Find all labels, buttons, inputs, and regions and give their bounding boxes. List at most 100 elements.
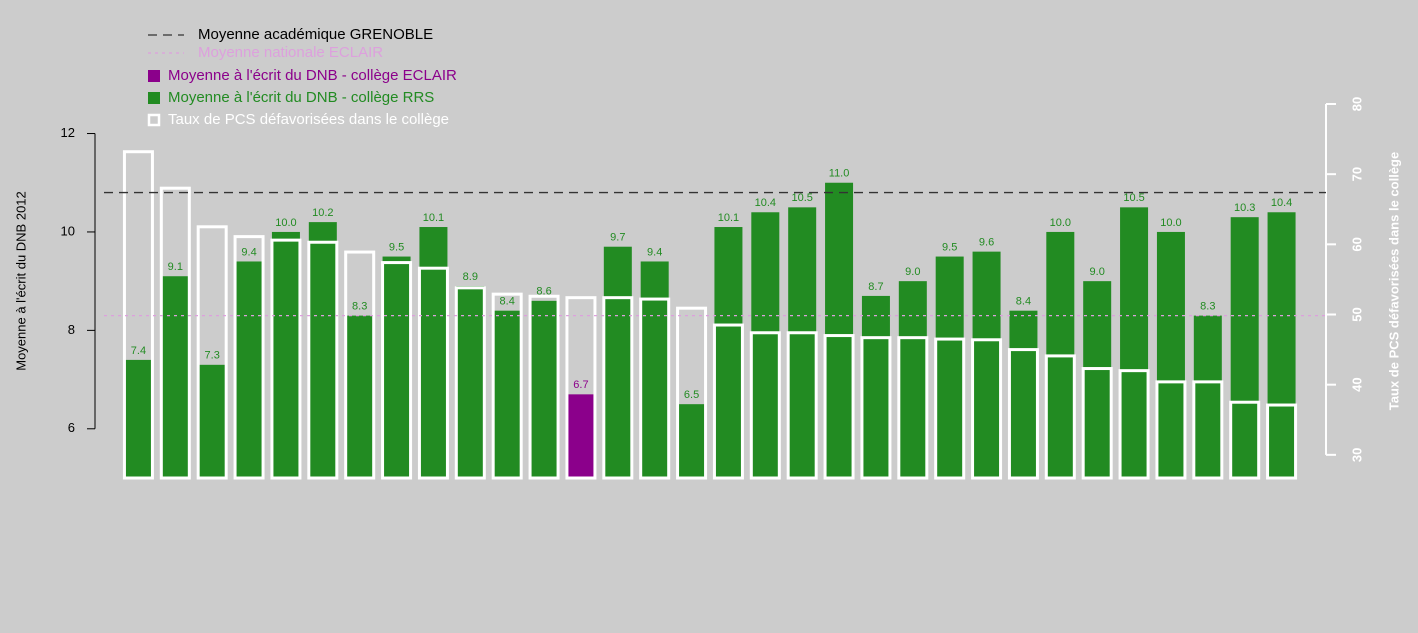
value-label: 8.6 — [536, 286, 551, 298]
pcs-bar — [602, 296, 634, 480]
pcs-bar — [1007, 348, 1039, 480]
pcs-bar — [344, 250, 376, 480]
legend-swatch — [148, 92, 160, 104]
bar — [1009, 310, 1038, 478]
value-label: 9.0 — [1090, 266, 1105, 278]
y2-tick-label: 70 — [1349, 167, 1364, 181]
bar — [714, 227, 743, 478]
pcs-bar — [196, 225, 228, 480]
value-label: 7.4 — [131, 345, 146, 357]
y2-tick-label: 40 — [1349, 377, 1364, 391]
value-label: 9.4 — [647, 246, 662, 258]
pcs-bar — [639, 297, 671, 480]
value-label: 10.2 — [312, 207, 333, 219]
y-tick-label: 12 — [61, 125, 75, 140]
value-label: 10.1 — [718, 212, 739, 224]
bar — [1193, 315, 1222, 478]
pcs-bar — [676, 306, 708, 480]
value-label: 7.3 — [205, 350, 220, 362]
y2-tick-label: 30 — [1349, 448, 1364, 462]
value-label: 9.4 — [241, 246, 256, 258]
bar — [271, 231, 300, 478]
bar — [235, 261, 264, 478]
bar — [345, 315, 374, 478]
bar — [1120, 207, 1149, 478]
bar — [161, 276, 190, 478]
bar — [751, 212, 780, 478]
bar — [493, 310, 522, 478]
pcs-bar — [1192, 380, 1224, 480]
bar — [382, 256, 411, 478]
pcs-bar — [307, 240, 339, 480]
pcs-bar — [454, 286, 486, 480]
value-label: 10.5 — [791, 192, 812, 204]
bar — [124, 359, 153, 478]
y2-tick-label: 60 — [1349, 237, 1364, 251]
pcs-bar — [381, 261, 413, 480]
pcs-bar — [749, 331, 781, 480]
legend-swatch — [148, 70, 160, 82]
pcs-bar — [712, 323, 744, 480]
value-label: 9.5 — [942, 241, 957, 253]
bar — [308, 222, 337, 478]
bar — [788, 207, 817, 478]
pcs-bar — [971, 338, 1003, 480]
pcs-bar — [897, 336, 929, 480]
legend-swatch — [147, 113, 161, 127]
value-label: 6.5 — [684, 389, 699, 401]
bar — [1267, 212, 1296, 478]
bar — [898, 281, 927, 478]
value-label: 10.0 — [1160, 217, 1181, 229]
bar — [1083, 281, 1112, 478]
value-label: 8.3 — [352, 301, 367, 313]
value-label: 9.1 — [168, 261, 183, 273]
value-label: 10.0 — [1050, 217, 1071, 229]
bar — [1156, 231, 1185, 478]
value-label: 6.7 — [573, 379, 588, 391]
pcs-bar — [1044, 354, 1076, 480]
pcs-bar — [786, 331, 818, 480]
pcs-bar — [270, 238, 302, 480]
pcs-bar — [1155, 380, 1187, 480]
bar — [861, 295, 890, 478]
y2-tick-label: 50 — [1349, 307, 1364, 321]
legend-label: Moyenne à l'écrit du DNB - collège ECLAI… — [168, 67, 457, 84]
value-label: 8.9 — [463, 271, 478, 283]
bar — [677, 404, 706, 478]
value-label: 9.5 — [389, 241, 404, 253]
value-label: 8.3 — [1200, 301, 1215, 313]
bar — [198, 364, 227, 478]
pcs-bar — [565, 296, 597, 480]
bar — [935, 256, 964, 478]
pcs-bar — [860, 336, 892, 480]
legend-label: Taux de PCS défavorisées dans le collège — [168, 111, 449, 128]
y-tick-label: 6 — [68, 420, 75, 435]
legend-label: Moyenne nationale ECLAIR — [198, 44, 383, 61]
bar — [603, 246, 632, 478]
pcs-bar — [1266, 403, 1298, 480]
value-label: 10.4 — [1271, 197, 1292, 209]
bar — [825, 182, 854, 478]
y-axis-title: Moyenne à l'écrit du DNB 2012 — [13, 191, 28, 371]
value-label: 8.7 — [868, 281, 883, 293]
y2-tick-label: 80 — [1349, 97, 1364, 111]
value-label: 9.0 — [905, 266, 920, 278]
value-label: 8.4 — [500, 296, 515, 308]
pcs-bar — [1081, 367, 1113, 480]
bar — [640, 261, 669, 478]
bar — [456, 286, 485, 478]
pcs-bar — [122, 150, 154, 480]
bar — [530, 300, 559, 478]
legend-label: Moyenne à l'écrit du DNB - collège RRS — [168, 89, 434, 106]
y-tick-label: 8 — [68, 322, 75, 337]
pcs-bar — [528, 294, 560, 480]
y2-axis-title: Taux de PCS défavorisées dans le collège — [1386, 152, 1401, 410]
value-label: 10.3 — [1234, 202, 1255, 214]
value-label: 10.5 — [1123, 192, 1144, 204]
value-label: 9.6 — [979, 237, 994, 249]
bar — [419, 227, 448, 478]
value-label: 10.1 — [423, 212, 444, 224]
pcs-bar — [934, 337, 966, 480]
legend-label: Moyenne académique GRENOBLE — [198, 26, 433, 43]
y-tick-label: 10 — [61, 223, 75, 238]
